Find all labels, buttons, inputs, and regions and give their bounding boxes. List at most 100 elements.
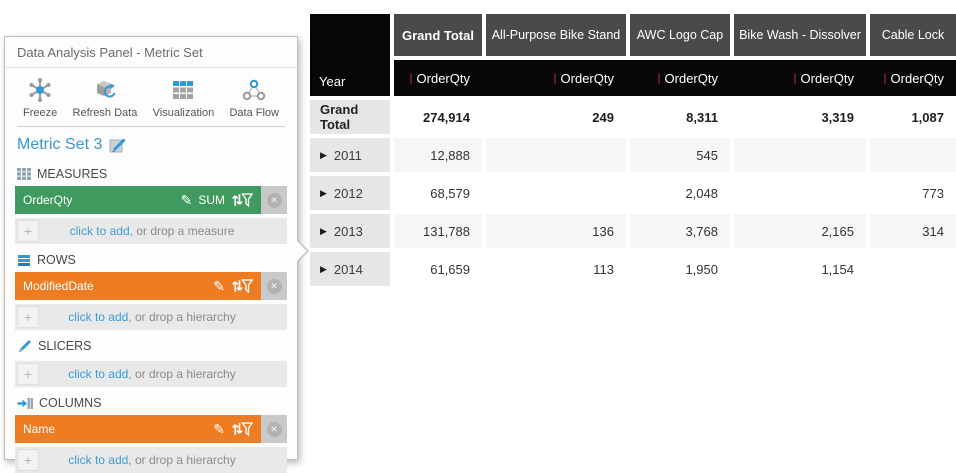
metric-set-title[interactable]: Metric Set 3 (17, 136, 103, 153)
hierarchy-pill-name[interactable]: Name ✎ (15, 415, 261, 443)
sort-indicator (409, 72, 412, 84)
edit-hierarchy-icon[interactable]: ✎ (213, 277, 225, 294)
sort-indicator (553, 72, 556, 84)
remove-measure-button[interactable]: ✕ (261, 186, 287, 214)
table-cell: 274,914 (394, 100, 482, 134)
columns-section-label: COLUMNS (5, 389, 297, 414)
measure-header[interactable]: OrderQty (394, 60, 482, 96)
remove-hierarchy-button[interactable]: ✕ (261, 415, 287, 443)
plus-icon: + (17, 449, 39, 471)
measure-pill-orderqty[interactable]: OrderQty ✎ SUM (15, 186, 261, 214)
add-rows-link[interactable]: click to add, (68, 310, 132, 324)
table-cell: 3,768 (630, 214, 730, 248)
columns-icon (17, 397, 33, 410)
table-cell: 314 (870, 214, 956, 248)
sort-filter-icon[interactable] (231, 278, 253, 294)
measure-header[interactable]: OrderQty (866, 60, 956, 96)
row-header-2013[interactable]: ▶ 2013 (310, 214, 390, 248)
row-header-2012[interactable]: ▶ 2012 (310, 176, 390, 210)
table-cell (734, 176, 866, 210)
panel-title: Data Analysis Panel - Metric Set (5, 37, 297, 68)
slicers-section-label: SLICERS (5, 332, 297, 357)
sort-filter-icon[interactable] (231, 192, 253, 208)
row-header-2014[interactable]: ▶ 2014 (310, 252, 390, 286)
table-cell: 136 (486, 214, 626, 248)
table-cell: 61,659 (394, 252, 482, 286)
column-group-cable-lock[interactable]: Cable Lock (870, 14, 956, 56)
add-measure-row[interactable]: + click to add, or drop a measure (15, 218, 287, 244)
edit-hierarchy-icon[interactable]: ✎ (213, 420, 225, 437)
measure-header-row: OrderQty OrderQty OrderQty OrderQty Orde… (394, 60, 956, 96)
freeze-icon (27, 77, 53, 103)
table-cell: 8,311 (630, 100, 730, 134)
edit-metric-set-icon[interactable] (109, 137, 128, 154)
year-corner-header[interactable]: Year (310, 14, 390, 96)
sort-indicator (793, 72, 796, 84)
data-flow-button[interactable]: Data Flow (229, 77, 279, 119)
add-measure-link[interactable]: click to add, (69, 224, 133, 238)
edit-measure-icon[interactable]: ✎ (180, 191, 193, 208)
measure-field-row: OrderQty ✎ SUM ✕ (15, 186, 287, 214)
table-cell: 2,165 (734, 214, 866, 248)
sort-filter-icon[interactable] (231, 421, 253, 437)
table-cell (734, 138, 866, 172)
column-group-logo-cap[interactable]: AWC Logo Cap (630, 14, 730, 56)
add-columns-link[interactable]: click to add, (68, 453, 132, 467)
table-cell: 545 (630, 138, 730, 172)
table-cell (486, 176, 626, 210)
measure-header[interactable]: OrderQty (626, 60, 730, 96)
measure-header[interactable]: OrderQty (482, 60, 626, 96)
measures-section-label: MEASURES (5, 160, 297, 185)
close-icon: ✕ (266, 278, 282, 294)
sort-indicator (883, 72, 886, 84)
add-slicer-link[interactable]: click to add, (68, 367, 132, 381)
rows-section-label: ROWS (5, 246, 297, 271)
plus-icon: + (17, 306, 39, 328)
aggregator-label[interactable]: SUM (198, 193, 225, 207)
table-cell: 1,087 (870, 100, 956, 134)
remove-hierarchy-button[interactable]: ✕ (261, 272, 287, 300)
refresh-data-button[interactable]: Refresh Data (73, 77, 137, 119)
table-cell: 68,579 (394, 176, 482, 210)
plus-icon: + (17, 220, 39, 242)
table-cell (870, 138, 956, 172)
table-cell: 1,950 (630, 252, 730, 286)
data-analysis-panel: Data Analysis Panel - Metric Set Freeze (4, 36, 309, 473)
hierarchy-pill-modifieddate[interactable]: ModifiedDate ✎ (15, 272, 261, 300)
add-rows-hierarchy-row[interactable]: + click to add, or drop a hierarchy (15, 304, 287, 330)
table-cell: 131,788 (394, 214, 482, 248)
measure-header[interactable]: OrderQty (730, 60, 866, 96)
table-cell: 249 (486, 100, 626, 134)
add-slicer-row[interactable]: + click to add, or drop a hierarchy (15, 361, 287, 387)
table-cell: 3,319 (734, 100, 866, 134)
columns-field-row: Name ✎ ✕ (15, 415, 287, 443)
row-header-grand-total[interactable]: Grand Total (310, 100, 390, 134)
expand-icon[interactable]: ▶ (320, 225, 327, 236)
visualization-icon (170, 77, 196, 103)
expand-icon[interactable]: ▶ (320, 187, 327, 198)
metric-set-title-row: Metric Set 3 (5, 127, 297, 160)
slicers-icon (17, 339, 32, 353)
row-header-2011[interactable]: ▶ 2011 (310, 138, 390, 172)
column-group-bike-stand[interactable]: All-Purpose Bike Stand (486, 14, 626, 56)
column-group-grand-total[interactable]: Grand Total (394, 14, 482, 56)
sort-indicator (657, 72, 660, 84)
measures-icon (17, 168, 31, 180)
close-icon: ✕ (266, 421, 282, 437)
column-group-bike-wash[interactable]: Bike Wash - Dissolver (734, 14, 866, 56)
panel-callout-arrow-fill (297, 241, 307, 261)
table-cell: 1,154 (734, 252, 866, 286)
close-icon: ✕ (266, 192, 282, 208)
rows-icon (17, 254, 31, 267)
add-columns-hierarchy-row[interactable]: + click to add, or drop a hierarchy (15, 447, 287, 473)
table-cell (870, 252, 956, 286)
visualization-button[interactable]: Visualization (153, 77, 214, 119)
table-cell: 12,888 (394, 138, 482, 172)
rows-field-row: ModifiedDate ✎ ✕ (15, 272, 287, 300)
expand-icon[interactable]: ▶ (320, 263, 327, 274)
expand-icon[interactable]: ▶ (320, 149, 327, 160)
freeze-button[interactable]: Freeze (23, 77, 57, 119)
panel-toolbar: Freeze Refresh Data (5, 68, 297, 126)
table-cell (486, 138, 626, 172)
table-cell: 773 (870, 176, 956, 210)
